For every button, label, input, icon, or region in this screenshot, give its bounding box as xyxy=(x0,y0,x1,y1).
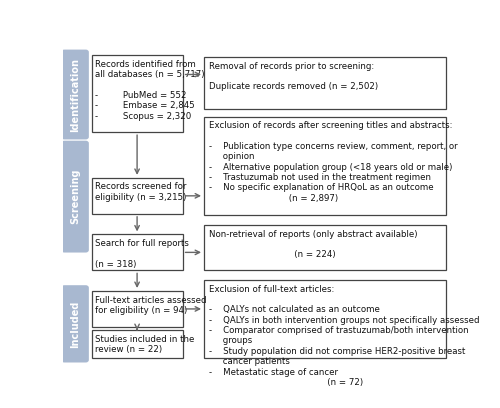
Text: Records screened for: Records screened for xyxy=(96,182,187,191)
Text: Included: Included xyxy=(70,300,80,348)
Text: -    QALYs in both intervention groups not specifically assessed: - QALYs in both intervention groups not … xyxy=(208,316,479,325)
Text: all databases (n = 5,717): all databases (n = 5,717) xyxy=(96,70,205,79)
Text: -         PubMed = 552: - PubMed = 552 xyxy=(96,91,187,100)
FancyBboxPatch shape xyxy=(92,234,182,271)
Text: Full-text articles assessed: Full-text articles assessed xyxy=(96,295,207,305)
FancyBboxPatch shape xyxy=(204,117,446,215)
Text: -    Study population did not comprise HER2-positive breast: - Study population did not comprise HER2… xyxy=(208,347,465,356)
FancyBboxPatch shape xyxy=(92,330,182,358)
Text: eligibility (n = 3,215): eligibility (n = 3,215) xyxy=(96,193,187,202)
Text: -         Embase = 2,845: - Embase = 2,845 xyxy=(96,102,195,111)
Text: -    Metastatic stage of cancer: - Metastatic stage of cancer xyxy=(208,368,338,377)
Text: -         Scopus = 2,320: - Scopus = 2,320 xyxy=(96,112,192,121)
Text: Non-retrieval of reports (only abstract available): Non-retrieval of reports (only abstract … xyxy=(208,230,417,239)
Text: -    Publication type concerns review, comment, report, or: - Publication type concerns review, comm… xyxy=(208,142,457,151)
FancyBboxPatch shape xyxy=(62,285,89,362)
FancyBboxPatch shape xyxy=(92,55,182,132)
Text: Exclusion of records after screening titles and abstracts:: Exclusion of records after screening tit… xyxy=(208,121,452,130)
Text: Exclusion of full-text articles:: Exclusion of full-text articles: xyxy=(208,285,334,294)
FancyBboxPatch shape xyxy=(204,280,446,358)
FancyBboxPatch shape xyxy=(204,57,446,109)
Text: (n = 2,897): (n = 2,897) xyxy=(208,194,338,203)
Text: Duplicate records removed (n = 2,502): Duplicate records removed (n = 2,502) xyxy=(208,82,378,91)
Text: (n = 318): (n = 318) xyxy=(96,260,137,269)
Text: Screening: Screening xyxy=(70,169,80,224)
Text: groups: groups xyxy=(208,337,252,346)
Text: (n = 72): (n = 72) xyxy=(208,378,362,387)
Text: review (n = 22): review (n = 22) xyxy=(96,345,162,354)
FancyBboxPatch shape xyxy=(62,50,89,140)
Text: Removal of records prior to screening:: Removal of records prior to screening: xyxy=(208,62,374,71)
FancyBboxPatch shape xyxy=(92,291,182,327)
Text: (n = 224): (n = 224) xyxy=(208,251,335,259)
Text: Studies included in the: Studies included in the xyxy=(96,335,195,344)
Text: -    No specific explanation of HRQoL as an outcome: - No specific explanation of HRQoL as an… xyxy=(208,184,433,193)
Text: Identification: Identification xyxy=(70,58,80,131)
FancyBboxPatch shape xyxy=(62,141,89,253)
Text: -    Comparator comprised of trastuzumab/both intervention: - Comparator comprised of trastuzumab/bo… xyxy=(208,326,468,335)
Text: for eligibility (n = 94): for eligibility (n = 94) xyxy=(96,306,188,315)
Text: cancer patients: cancer patients xyxy=(208,357,290,366)
Text: opinion: opinion xyxy=(208,152,254,161)
Text: -    Trastuzumab not used in the treatment regimen: - Trastuzumab not used in the treatment … xyxy=(208,173,430,182)
FancyBboxPatch shape xyxy=(204,225,446,271)
Text: -    QALYs not calculated as an outcome: - QALYs not calculated as an outcome xyxy=(208,305,380,314)
FancyBboxPatch shape xyxy=(92,178,182,214)
Text: Records identified from: Records identified from xyxy=(96,60,196,69)
Text: Search for full reports: Search for full reports xyxy=(96,239,190,248)
Text: -    Alternative population group (<18 years old or male): - Alternative population group (<18 year… xyxy=(208,163,452,172)
